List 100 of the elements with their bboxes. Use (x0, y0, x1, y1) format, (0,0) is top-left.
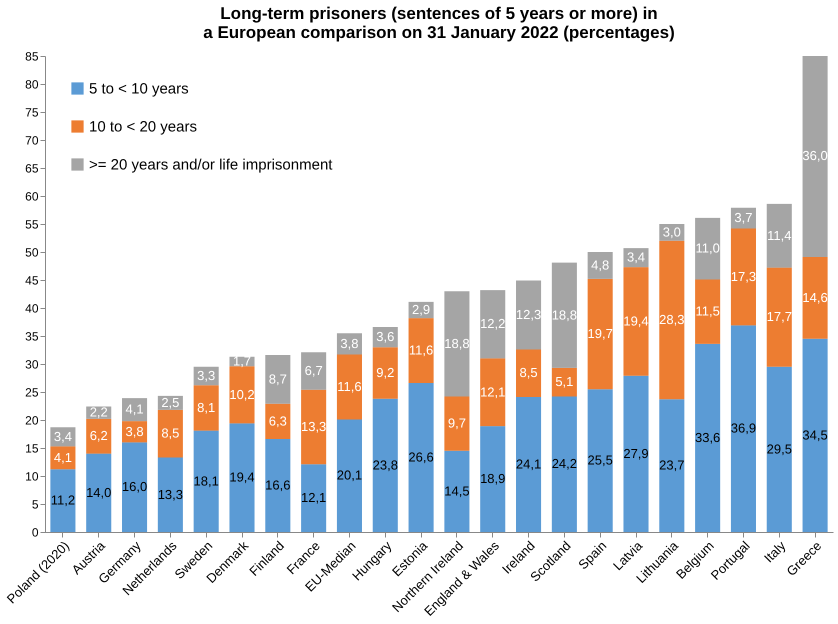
data-label: 3,4 (626, 250, 646, 265)
bar (766, 268, 792, 367)
y-tick-label: 20 (25, 414, 39, 428)
data-label: 14,0 (86, 484, 112, 500)
data-label: 10,2 (229, 386, 255, 402)
data-label: 13,3 (158, 486, 184, 502)
y-tick-label: 80 (25, 78, 39, 92)
bar (265, 404, 290, 440)
data-label: 1,7 (232, 353, 252, 368)
bar (695, 279, 720, 344)
bar (408, 318, 434, 384)
data-label: 3,8 (340, 336, 358, 351)
data-label: 3,7 (734, 210, 752, 226)
chart-title: Long-term prisoners (sentences of 5 years or more) in a European comparison on 31 January 2022 (percentages) (203, 4, 675, 42)
data-label: 29,5 (766, 441, 792, 456)
data-label: 11,2 (50, 492, 76, 508)
data-label: 8,1 (197, 400, 216, 415)
bar (408, 383, 434, 532)
data-label: 16,0 (122, 479, 148, 494)
data-label: 3,4 (54, 428, 72, 444)
data-label: 12,1 (480, 384, 506, 400)
bar (372, 398, 398, 532)
x-tick-label: Italy (761, 538, 789, 566)
y-tick-label: 25 (25, 386, 39, 400)
bar (336, 419, 362, 532)
bar (766, 366, 792, 532)
bar (194, 430, 219, 532)
bar (695, 218, 720, 280)
data-label: 19,4 (623, 313, 649, 328)
bar (552, 396, 577, 532)
bar (265, 355, 290, 404)
data-label: 2,9 (412, 302, 430, 317)
bar (588, 278, 613, 390)
data-label: 3,0 (662, 224, 681, 240)
data-label: 3,8 (126, 424, 144, 439)
data-label: 33,6 (694, 430, 720, 445)
data-label: 28,3 (659, 312, 684, 328)
data-label: 19,7 (588, 326, 613, 342)
data-label: 12,1 (300, 490, 326, 506)
bar (659, 240, 684, 400)
data-label: 11,6 (408, 342, 434, 358)
bar (802, 257, 828, 339)
data-label: 8,5 (520, 365, 538, 380)
data-label: 24,1 (516, 456, 542, 472)
bar (122, 442, 148, 532)
data-label: 11,5 (695, 304, 720, 319)
y-tick-label: 50 (25, 246, 39, 260)
data-label: 14,5 (444, 483, 470, 498)
data-label: 11,0 (695, 240, 720, 256)
bar (265, 439, 290, 532)
bar (659, 399, 684, 532)
bar (623, 267, 649, 376)
data-label: 6,3 (268, 413, 287, 428)
bar (516, 280, 542, 350)
data-label: 36,0 (802, 148, 828, 164)
bar (158, 410, 183, 458)
data-label: 34,5 (802, 427, 828, 442)
data-label: 11,6 (337, 378, 362, 394)
legend-label: >= 20 years and/or life imprisonment (89, 156, 334, 174)
y-tick-label: 70 (25, 134, 39, 148)
data-label: 36,9 (730, 420, 756, 436)
bar (444, 396, 470, 451)
bar (480, 426, 506, 532)
y-tick-label: 85 (25, 50, 39, 64)
data-label: 5,1 (555, 374, 574, 390)
bar (766, 204, 792, 268)
data-label: 2,2 (90, 404, 108, 420)
data-label: 2,5 (161, 394, 180, 410)
legend-label: 10 to < 20 years (89, 118, 197, 136)
data-label: 14,6 (802, 290, 828, 305)
bar (552, 368, 577, 396)
bar (480, 358, 506, 426)
y-tick-label: 5 (32, 498, 39, 512)
y-tick-label: 15 (25, 442, 39, 456)
data-label: 23,8 (372, 457, 398, 472)
data-label: 8,5 (161, 426, 180, 441)
data-label: 17,7 (766, 309, 792, 324)
bar (86, 418, 112, 454)
data-label: 8,7 (268, 371, 287, 386)
data-label: 12,3 (516, 307, 542, 322)
bar (336, 354, 362, 420)
data-label: 3,6 (376, 329, 394, 344)
y-tick-label: 45 (25, 274, 39, 288)
bar (229, 423, 255, 532)
data-label: 18,8 (444, 336, 470, 351)
bar (444, 291, 470, 396)
bar (301, 352, 326, 390)
bar (444, 450, 470, 532)
bar (802, 56, 828, 258)
data-label: 4,1 (126, 402, 144, 417)
bar (802, 338, 828, 532)
data-label: 4,8 (591, 257, 610, 272)
data-label: 6,2 (90, 428, 108, 444)
y-tick-label: 35 (25, 330, 39, 344)
bar (301, 390, 326, 464)
y-tick-label: 40 (25, 302, 39, 316)
bar (372, 347, 398, 399)
data-label: 19,4 (229, 470, 255, 485)
data-label: 4,1 (54, 450, 72, 465)
bar (588, 389, 613, 532)
